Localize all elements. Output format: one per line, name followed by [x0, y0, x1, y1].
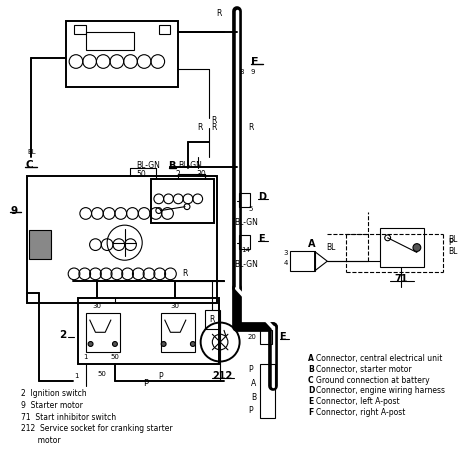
Circle shape: [161, 341, 166, 346]
Text: F: F: [308, 407, 313, 417]
Text: Ground connection at battery: Ground connection at battery: [316, 376, 429, 384]
Text: P: P: [249, 365, 253, 374]
Text: 71  Start inhibitor switch: 71 Start inhibitor switch: [21, 413, 117, 421]
Text: B: B: [251, 393, 256, 402]
Text: BL-GN: BL-GN: [235, 260, 258, 268]
Text: A: A: [308, 239, 315, 249]
Text: 30: 30: [93, 303, 102, 309]
Text: E: E: [258, 234, 265, 244]
Text: BL-GN: BL-GN: [235, 218, 258, 227]
Text: BL: BL: [27, 149, 36, 155]
Circle shape: [88, 341, 93, 346]
Text: D: D: [308, 386, 314, 395]
Text: BL: BL: [448, 235, 457, 244]
Polygon shape: [315, 251, 327, 271]
Bar: [238, 193, 250, 207]
Text: A: A: [308, 354, 314, 363]
Text: B: B: [308, 365, 313, 374]
Bar: [74, 24, 86, 34]
Bar: [159, 24, 171, 34]
Circle shape: [112, 341, 118, 346]
Text: 9  Starter motor: 9 Starter motor: [21, 401, 83, 410]
Text: 9: 9: [251, 69, 255, 75]
Text: 50: 50: [98, 371, 107, 377]
Text: BL: BL: [327, 243, 336, 252]
Text: R: R: [197, 123, 202, 132]
Bar: [238, 235, 250, 249]
Text: Connector, starter motor: Connector, starter motor: [316, 365, 411, 374]
Text: 30: 30: [171, 303, 180, 309]
Bar: [27, 176, 217, 303]
Text: 3: 3: [283, 250, 288, 256]
Text: R: R: [210, 315, 215, 324]
Bar: [260, 330, 272, 344]
Bar: [86, 313, 120, 352]
Text: 30: 30: [197, 170, 207, 179]
Text: 2: 2: [176, 170, 181, 179]
Bar: [161, 313, 195, 352]
Text: 14: 14: [241, 248, 250, 254]
Text: 212: 212: [212, 371, 232, 381]
Text: D: D: [258, 192, 266, 202]
Text: 50: 50: [110, 353, 119, 359]
Text: 5: 5: [248, 206, 253, 212]
Circle shape: [191, 341, 195, 346]
Bar: [290, 251, 315, 271]
Text: R: R: [217, 9, 222, 18]
Text: BL-GN: BL-GN: [137, 161, 160, 170]
Text: C: C: [308, 376, 313, 384]
Polygon shape: [380, 228, 424, 267]
Text: R: R: [182, 269, 188, 279]
Text: Connector, central electrical unit: Connector, central electrical unit: [316, 354, 442, 363]
Text: E: E: [308, 397, 313, 406]
Text: 212  Service socket for cranking starter: 212 Service socket for cranking starter: [21, 424, 173, 433]
Text: 2  Ignition switch: 2 Ignition switch: [21, 389, 87, 398]
Bar: [78, 298, 219, 365]
Bar: [260, 365, 274, 418]
Text: Connector, left A-post: Connector, left A-post: [316, 397, 399, 406]
Text: P: P: [158, 371, 163, 381]
Text: 8: 8: [239, 69, 244, 75]
Text: 50: 50: [137, 170, 146, 179]
Text: BL: BL: [448, 247, 457, 256]
Text: 1: 1: [74, 373, 78, 379]
Bar: [86, 32, 135, 50]
Text: R: R: [211, 116, 217, 126]
Bar: [29, 230, 51, 259]
Text: R: R: [248, 123, 254, 132]
Text: R: R: [211, 123, 217, 132]
Text: P: P: [448, 238, 453, 247]
Text: 4: 4: [283, 260, 288, 266]
Text: 20: 20: [248, 334, 257, 340]
Text: P: P: [249, 406, 253, 415]
Text: P: P: [144, 379, 149, 389]
Text: F: F: [251, 57, 259, 67]
Text: BL-GN: BL-GN: [178, 161, 202, 170]
Text: 1: 1: [83, 353, 88, 359]
Bar: [151, 179, 214, 223]
Text: 71: 71: [394, 274, 408, 284]
Circle shape: [413, 243, 421, 251]
Text: Connector, engine wiring harness: Connector, engine wiring harness: [316, 386, 445, 395]
Text: A: A: [251, 379, 256, 389]
Text: B: B: [168, 161, 176, 171]
Text: C: C: [25, 160, 33, 170]
Text: motor: motor: [21, 436, 61, 445]
Bar: [205, 310, 220, 329]
Text: E: E: [280, 332, 286, 342]
Text: 2: 2: [59, 330, 66, 340]
Bar: [66, 21, 178, 87]
Text: Connector, right A-post: Connector, right A-post: [316, 407, 405, 417]
Text: 9: 9: [10, 206, 18, 216]
